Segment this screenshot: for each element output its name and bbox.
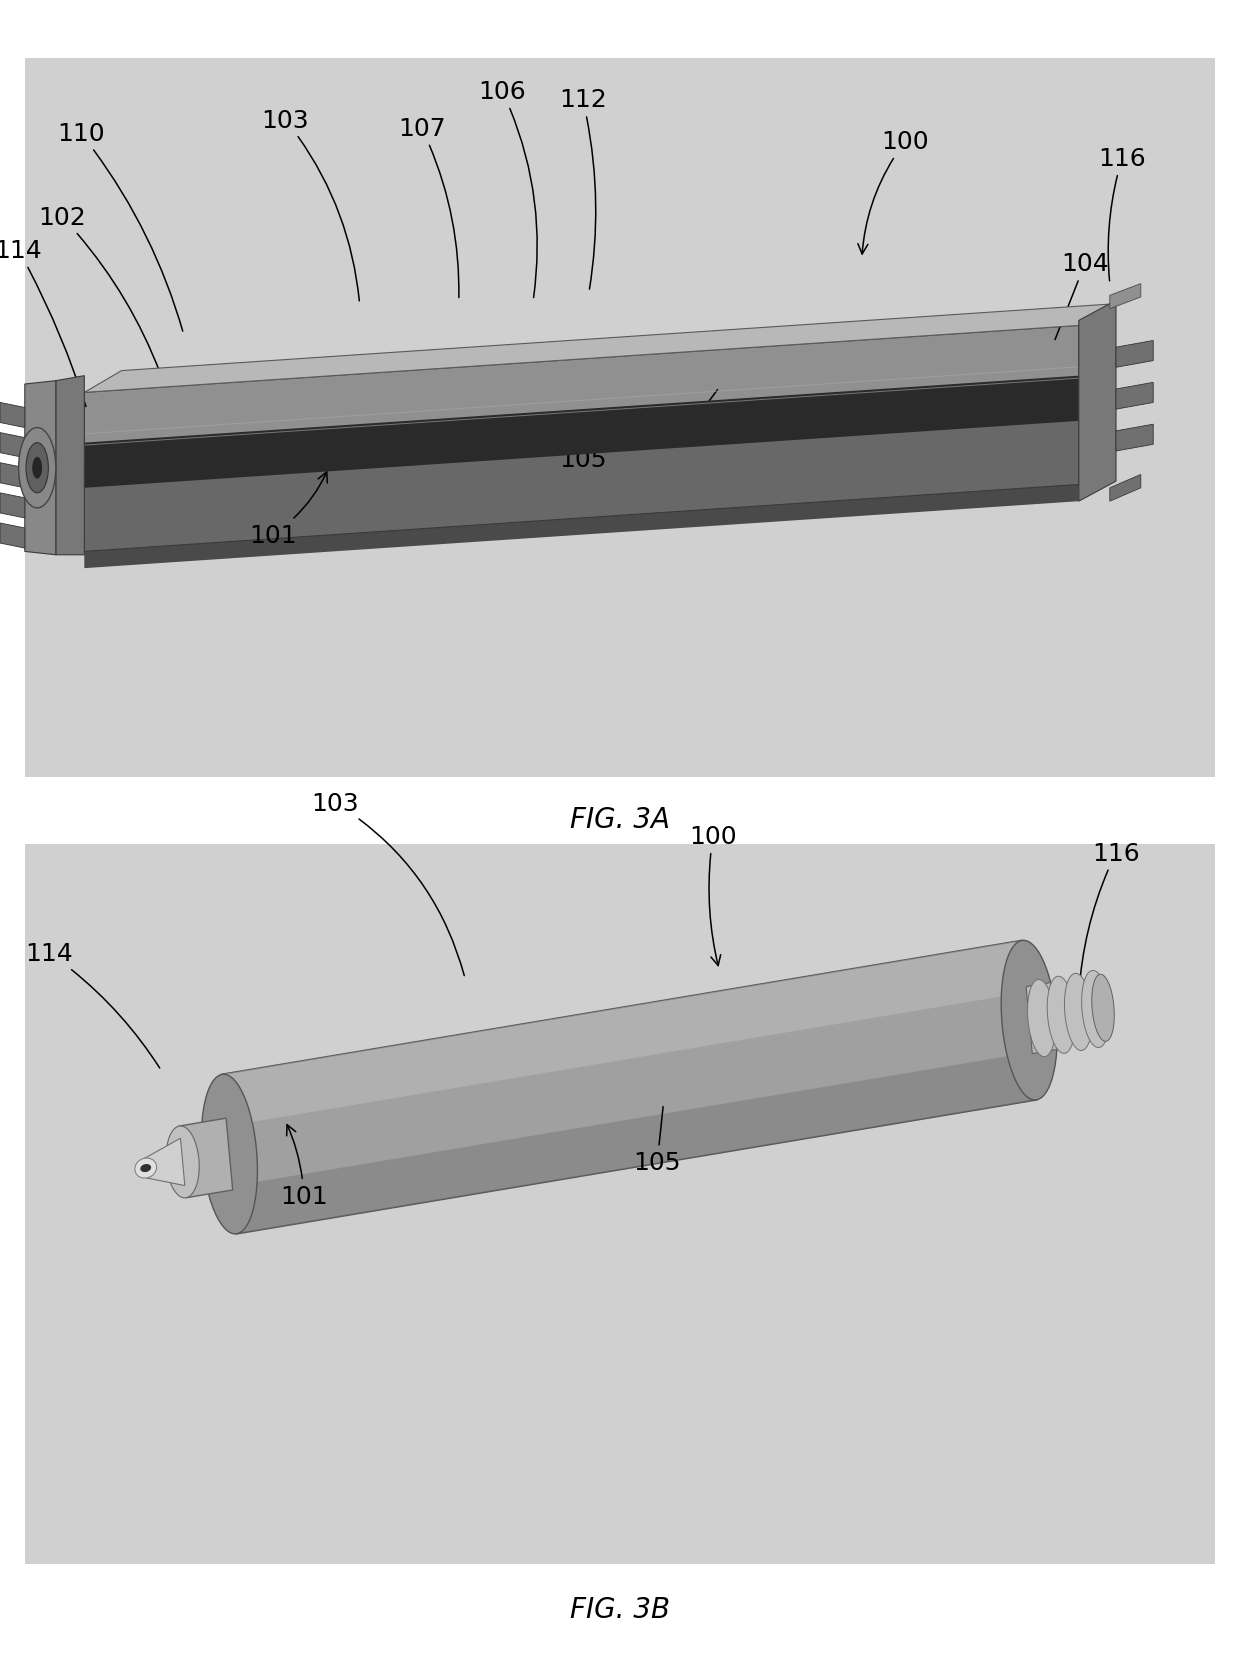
Polygon shape bbox=[1048, 977, 1075, 1054]
Text: 100: 100 bbox=[689, 825, 737, 965]
Polygon shape bbox=[222, 940, 1037, 1235]
Polygon shape bbox=[201, 1074, 258, 1235]
Polygon shape bbox=[0, 494, 25, 519]
Polygon shape bbox=[25, 381, 56, 555]
FancyBboxPatch shape bbox=[25, 845, 1215, 1564]
Polygon shape bbox=[1079, 301, 1116, 502]
Text: 104: 104 bbox=[1055, 253, 1109, 340]
Polygon shape bbox=[140, 1164, 151, 1173]
Text: 105: 105 bbox=[559, 420, 606, 472]
Text: 108: 108 bbox=[671, 390, 718, 433]
Polygon shape bbox=[84, 477, 1079, 569]
Polygon shape bbox=[1116, 383, 1153, 410]
Polygon shape bbox=[1064, 974, 1092, 1051]
Text: 114: 114 bbox=[0, 239, 86, 407]
Polygon shape bbox=[232, 1052, 1037, 1235]
Polygon shape bbox=[84, 304, 1116, 393]
Polygon shape bbox=[222, 940, 1027, 1126]
Polygon shape bbox=[84, 326, 1079, 468]
Text: 116: 116 bbox=[1099, 147, 1146, 281]
Text: 116: 116 bbox=[1079, 842, 1140, 992]
Text: 100: 100 bbox=[858, 130, 929, 254]
Polygon shape bbox=[1116, 341, 1153, 368]
Text: 101: 101 bbox=[280, 1124, 327, 1208]
Polygon shape bbox=[84, 402, 1079, 552]
Ellipse shape bbox=[26, 443, 48, 494]
Text: 114: 114 bbox=[26, 942, 160, 1069]
Text: FIG. 3A: FIG. 3A bbox=[570, 806, 670, 833]
Polygon shape bbox=[0, 403, 25, 428]
Polygon shape bbox=[180, 1119, 233, 1198]
Polygon shape bbox=[1116, 425, 1153, 452]
Polygon shape bbox=[1027, 984, 1056, 1054]
Text: 110: 110 bbox=[57, 122, 182, 331]
Polygon shape bbox=[166, 1126, 200, 1198]
Polygon shape bbox=[135, 1158, 156, 1178]
Polygon shape bbox=[145, 1139, 185, 1186]
Text: 101: 101 bbox=[249, 472, 327, 547]
Ellipse shape bbox=[19, 428, 56, 509]
Text: 103: 103 bbox=[262, 109, 360, 301]
Polygon shape bbox=[56, 376, 84, 555]
Polygon shape bbox=[0, 524, 25, 549]
Text: FIG. 3B: FIG. 3B bbox=[570, 1596, 670, 1623]
FancyBboxPatch shape bbox=[25, 59, 1215, 778]
Polygon shape bbox=[1001, 940, 1058, 1101]
Polygon shape bbox=[1110, 284, 1141, 310]
Text: 107: 107 bbox=[398, 117, 459, 298]
Polygon shape bbox=[1110, 475, 1141, 502]
Text: 105: 105 bbox=[634, 1108, 681, 1174]
Polygon shape bbox=[0, 433, 25, 458]
Text: 102: 102 bbox=[38, 206, 160, 373]
Polygon shape bbox=[1091, 975, 1115, 1042]
Ellipse shape bbox=[32, 457, 42, 480]
Text: 112: 112 bbox=[559, 89, 606, 289]
Polygon shape bbox=[0, 463, 25, 489]
Polygon shape bbox=[84, 376, 1079, 489]
Text: 106: 106 bbox=[479, 80, 537, 298]
Polygon shape bbox=[1081, 970, 1110, 1047]
Text: 103: 103 bbox=[311, 791, 464, 975]
Polygon shape bbox=[1028, 980, 1055, 1057]
